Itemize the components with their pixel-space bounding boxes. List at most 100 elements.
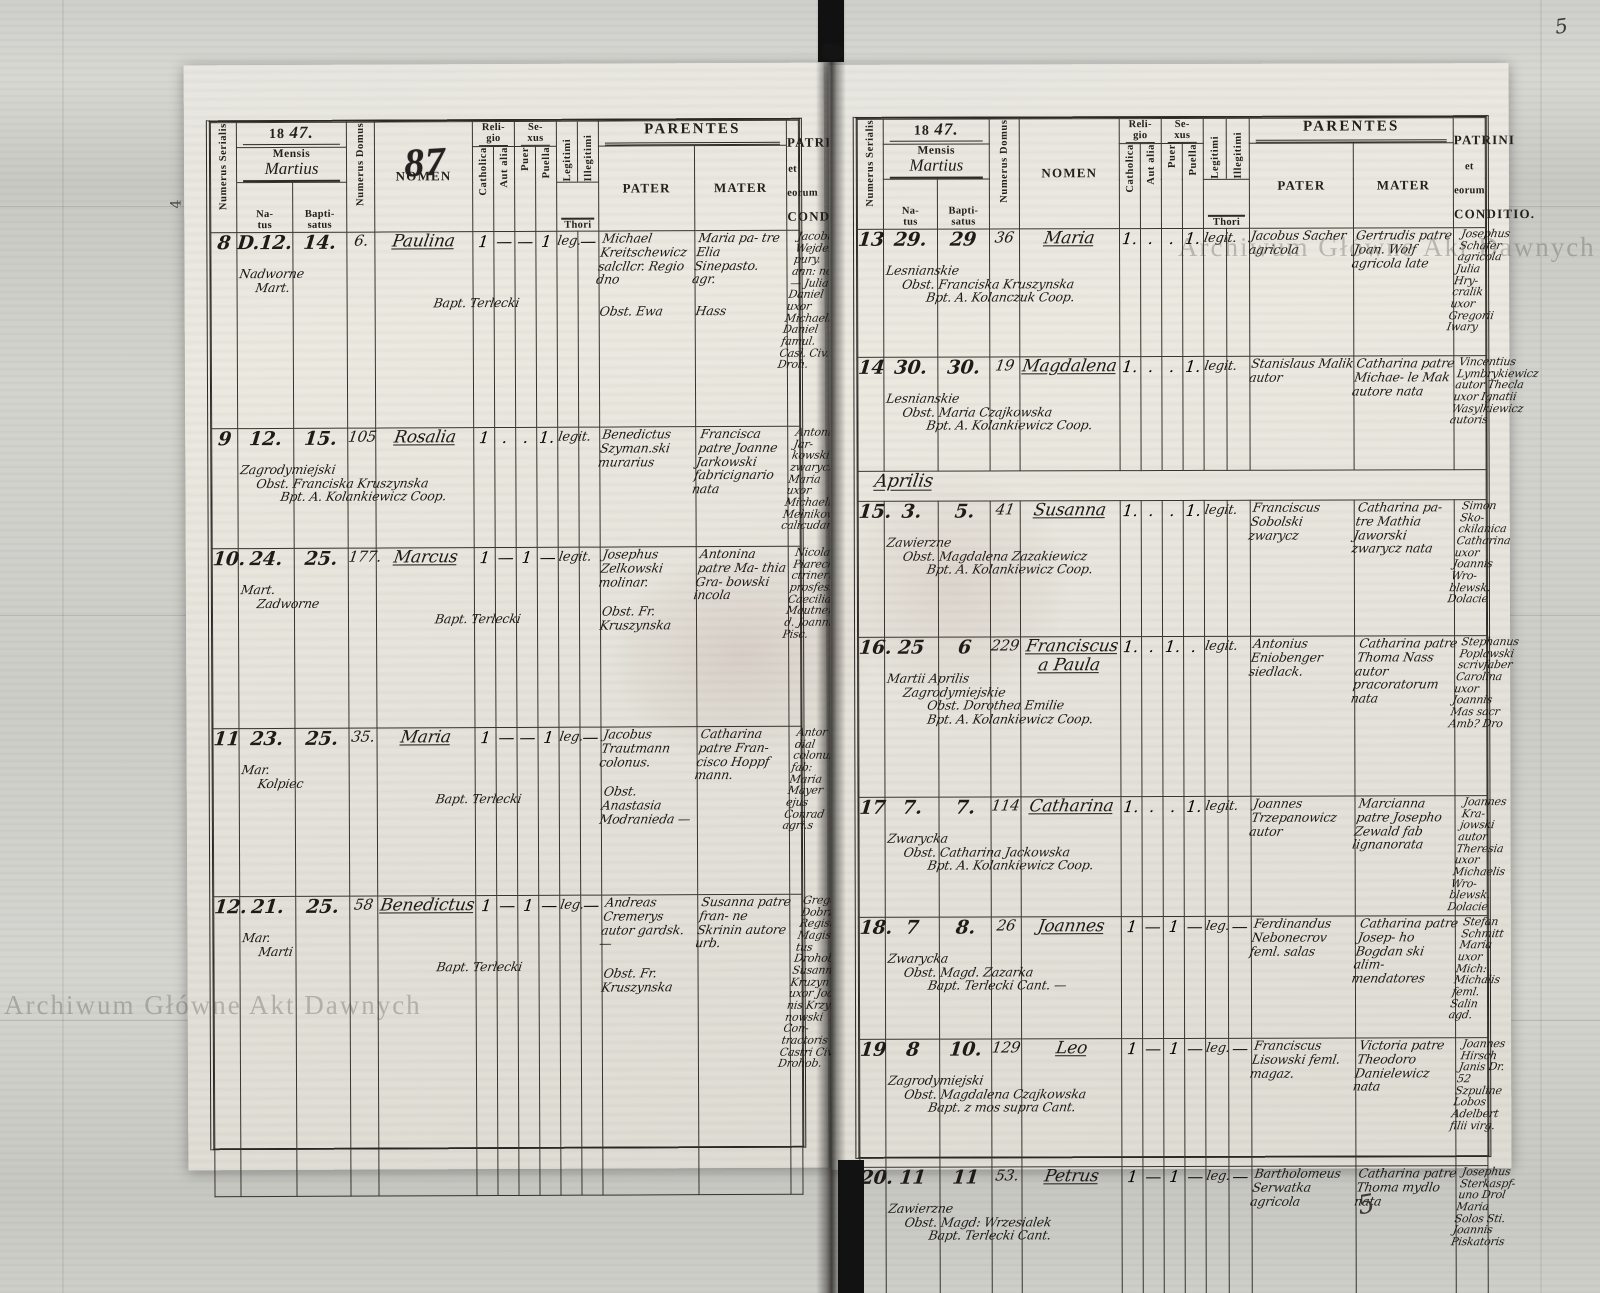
col-nomen: NOMEN [374, 121, 473, 232]
cell-numerus-serialis: 10. [212, 548, 246, 729]
register-entry-row[interactable]: 14 30. Lesnianskie Obst. Maria Czajkowska Bp… [857, 355, 1540, 472]
cell-catholica: 1. [1119, 356, 1142, 471]
cell-puer: 1 [1163, 916, 1185, 1039]
cell-catholica: 1 [473, 427, 496, 548]
cell-baptisatus: 25. [294, 727, 350, 897]
col-puer: Puer [1161, 143, 1183, 229]
col-thori: Thori [1203, 179, 1250, 229]
register-table-left: Numerus Serialis 18 47. Numerus Domus NO… [205, 117, 869, 1197]
cell-pater: Benedictus Szyman.ski murarius [597, 426, 697, 547]
cell-puer: — [514, 231, 537, 428]
col-mensis: Mensis Martius [236, 147, 347, 184]
cell-puer: . [1161, 356, 1184, 471]
register-entry-row[interactable]: 16. 25 Martii Aprilis Zagrodymiejskie Obst. … [858, 635, 1520, 798]
register-entry-row[interactable]: 10. 24. Mart. Zadworne 25. 177. Marcus Bapt. Te… [212, 545, 857, 729]
col-catholica: Catholica [472, 146, 494, 232]
register-page-left: 87 Numerus Serialis [183, 62, 869, 1197]
col-year: 18 47. [883, 118, 990, 145]
binding-tape-blob [822, 44, 844, 60]
register-entry-row[interactable]: 18. 7 Zwarycka Obst. Magd. Zazarka Bapt. Ter… [859, 915, 1505, 1040]
col-patrini: PATRINI et eorum CONDITIO. [1453, 117, 1535, 228]
register-entry-row[interactable]: 13 29. Lesnianskie Obst. Franciska Kruszyns… [857, 227, 1511, 358]
cell-nomen: Paulina Bapt. Terlecki [374, 231, 521, 428]
col-pater: PATER [598, 145, 695, 231]
cell-puer: . [515, 427, 538, 548]
cell-aut-alia: . [1140, 356, 1163, 471]
cell-patrini: Vincentius Lymbrykiewicz autor Thecla ux… [1449, 355, 1540, 470]
cell-numerus-domus: 114 [991, 796, 1021, 917]
col-numerus-serialis: Numerus Serialis [857, 119, 884, 230]
cell-numerus-serialis: 12. [213, 896, 248, 1197]
cell-nomen: Marcus Bapt. Terlecki [376, 547, 522, 728]
scan-band [62, 0, 64, 1293]
cell-legitimi: leg. [558, 726, 584, 896]
cell-numerus-domus: 177. [347, 547, 383, 728]
register-entry-row[interactable]: 9 12. Zagrodymiejski Obst. Franciska Kruszy… [211, 425, 844, 549]
cell-baptisatus: 30. [937, 356, 991, 471]
cell-pater: Antonius Eniobenger siedlack. [1248, 635, 1356, 797]
cell-pater: Joannes Trzepanowicz autor [1248, 795, 1356, 917]
cell-natus: 12. Zagrodymiejski Obst. Franciska Kruszyn… [237, 428, 447, 549]
cell-catholica: 1. [1120, 796, 1143, 917]
cell-puer: 1 [1163, 1166, 1186, 1293]
register-entry-row[interactable]: 19 8 Zagrodymiejski Obst. Magdalena Czajkow… [859, 1037, 1506, 1168]
cell-aut-alia: — [496, 895, 520, 1196]
cell-pater: Michael Kreitschewicz salcllcr. Regio dn… [595, 230, 696, 427]
cell-baptisatus: 14. [292, 231, 348, 429]
mensis-value-handwritten: Martius [264, 158, 319, 179]
cell-numerus-serialis: 19 [859, 1038, 887, 1168]
cell-legitimi: legit. [1204, 500, 1238, 637]
cell-numerus-domus: 26 [991, 916, 1022, 1039]
cell-nomen: Petrus [1021, 1166, 1123, 1293]
cell-legitimi: leg. [1205, 1166, 1231, 1293]
cell-pater: Franciscus Lisowski feml. magaz. [1249, 1037, 1356, 1167]
col-puella: Puella [535, 146, 557, 232]
cell-nomen: Maria Bapt. Terlecki [376, 727, 523, 896]
register-table-right: Numerus Serialis 18 47. Numerus Domus NO… [852, 115, 1540, 1293]
month-heading: Aprilis [873, 470, 935, 492]
register-entry-row[interactable]: 12. 21. Mar. Marti 25. 58 Benedictus Bapt. Terl… [213, 893, 863, 1197]
cell-natus: 3. Zawierzne Obst. Magdalena Zazakiewicz Bp… [884, 500, 1094, 637]
cell-patrini: Joannes Hirsch Janis Dr. 52 Szpuline Lob… [1449, 1037, 1506, 1166]
cell-aut-alia: . [1141, 636, 1163, 797]
cell-baptisatus: 10. [939, 1038, 992, 1167]
cell-mater: Antonina patre Ma- thia Gra- bowski inco… [693, 546, 790, 727]
col-natus: Na- tus [883, 179, 938, 229]
col-mensis: Mensis Martius [883, 144, 990, 180]
register-entry-row[interactable]: 20. 11 Zawierzne Obst. Magd: Wrzesialek Bapt… [859, 1165, 1516, 1293]
cell-aut-alia: — [1142, 1038, 1164, 1167]
cell-mater: Catharina patre Michae- le Mak autore na… [1351, 355, 1456, 470]
cell-catholica: 1 [475, 895, 499, 1196]
col-patrini: PATRINI et eorum CONDITIO. [786, 120, 869, 231]
cell-natus: 7. Zwarycka Obst. Catharina Jackowska Bpt. … [884, 796, 1095, 917]
cell-nomen: Benedictus Bapt. Terlecki [377, 895, 524, 1196]
cell-illegitimi [1228, 796, 1252, 917]
cell-numerus-domus: 229 [990, 636, 1021, 797]
register-entry-row[interactable]: 15. 3. Zawierzne Obst. Magdalena Zazakiewic… [858, 499, 1511, 638]
cell-aut-alia: — [1142, 1166, 1165, 1293]
col-year: 18 47. [236, 122, 347, 148]
cell-patrini: Antonius Jar- kowski zwarycz Maria uxor … [780, 425, 844, 547]
col-numerus-domus: Numerus Domus [989, 118, 1020, 229]
cell-puella: 1. [1182, 356, 1205, 471]
cell-puella: — [537, 547, 560, 728]
col-puer: Puer [514, 146, 536, 232]
col-pater: PATER [1249, 143, 1354, 229]
register-entry-row[interactable]: 17 7. Zwarycka Obst. Catharina Jackowska Bpt… [858, 795, 1507, 918]
cell-natus: D.12. Nadworne Mart. [237, 232, 305, 429]
month-break-row: Aprilis [858, 469, 1487, 502]
cell-aut-alia: — [1142, 916, 1164, 1039]
register-entry-row[interactable]: 8 D.12. Nadworne Mart. 14. 6. Paulina Bapt. Ter… [210, 229, 845, 429]
cell-mater: Marcianna patre Josepho Zewald fab ligna… [1351, 795, 1456, 916]
cell-mater: Francisca patre Joanne Jarkowski fabrici… [691, 426, 789, 547]
cell-legitimi: leg. [556, 230, 582, 428]
cell-aut-alia: — [495, 547, 517, 728]
cell-baptisatus: 11 [939, 1166, 993, 1293]
cell-nomen: Maria [1019, 228, 1120, 357]
cell-legitimi: legit. [1203, 356, 1238, 471]
register-entry-row[interactable]: 11 23. Mar. Kolpiec 25. 35. Maria Bapt. Terleck… [212, 725, 836, 897]
cell-catholica: 1 [474, 727, 497, 896]
cell-legitimi: legit. [1203, 228, 1238, 357]
cell-natus: 25 Martii Aprilis Zagrodymiejskie Obst. Dor… [884, 636, 1094, 797]
